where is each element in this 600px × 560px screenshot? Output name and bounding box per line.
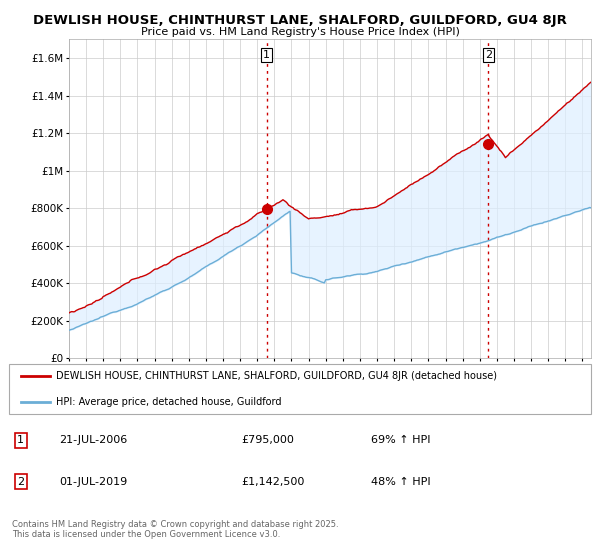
Text: 21-JUL-2006: 21-JUL-2006 [59, 435, 127, 445]
Text: 69% ↑ HPI: 69% ↑ HPI [371, 435, 430, 445]
Text: Price paid vs. HM Land Registry's House Price Index (HPI): Price paid vs. HM Land Registry's House … [140, 27, 460, 37]
Text: 01-JUL-2019: 01-JUL-2019 [59, 477, 127, 487]
Text: 2: 2 [17, 477, 24, 487]
Text: Contains HM Land Registry data © Crown copyright and database right 2025.
This d: Contains HM Land Registry data © Crown c… [12, 520, 338, 539]
Text: DEWLISH HOUSE, CHINTHURST LANE, SHALFORD, GUILDFORD, GU4 8JR: DEWLISH HOUSE, CHINTHURST LANE, SHALFORD… [33, 14, 567, 27]
Text: 2: 2 [485, 50, 492, 60]
Text: 1: 1 [263, 50, 270, 60]
Text: £1,142,500: £1,142,500 [241, 477, 305, 487]
Text: 1: 1 [17, 435, 24, 445]
Text: 48% ↑ HPI: 48% ↑ HPI [371, 477, 430, 487]
Text: DEWLISH HOUSE, CHINTHURST LANE, SHALFORD, GUILDFORD, GU4 8JR (detached house): DEWLISH HOUSE, CHINTHURST LANE, SHALFORD… [56, 371, 497, 381]
Text: £795,000: £795,000 [241, 435, 294, 445]
Text: HPI: Average price, detached house, Guildford: HPI: Average price, detached house, Guil… [56, 396, 281, 407]
FancyBboxPatch shape [9, 364, 591, 414]
